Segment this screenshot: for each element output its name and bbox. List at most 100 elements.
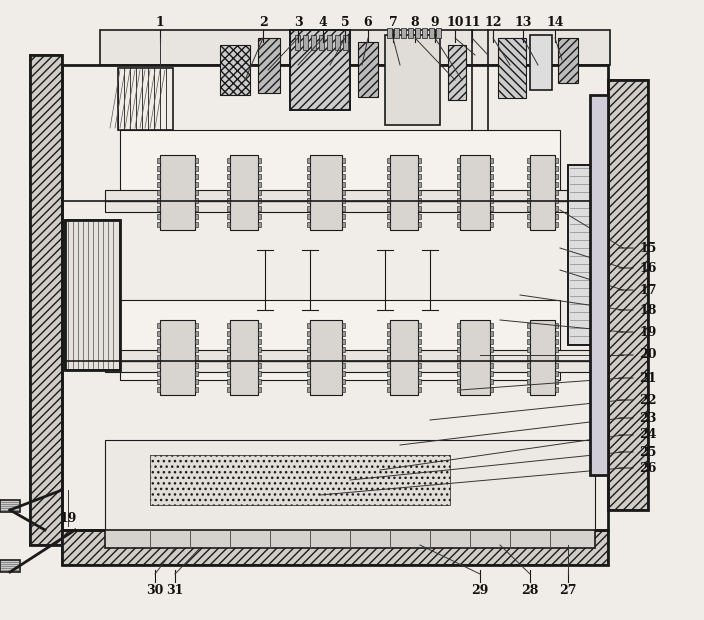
Bar: [307, 166, 310, 171]
Bar: [335, 35, 340, 50]
Bar: [227, 371, 230, 376]
Bar: [195, 339, 198, 344]
Bar: [555, 222, 558, 227]
Text: 1: 1: [156, 16, 164, 29]
Bar: [555, 347, 558, 352]
Bar: [258, 323, 261, 328]
Bar: [157, 363, 160, 368]
Bar: [157, 347, 160, 352]
Bar: [227, 331, 230, 336]
Bar: [310, 320, 342, 395]
Bar: [258, 190, 261, 195]
Bar: [227, 214, 230, 219]
Bar: [195, 387, 198, 392]
Bar: [342, 379, 345, 384]
Bar: [120, 130, 560, 210]
Bar: [195, 166, 198, 171]
Bar: [342, 190, 345, 195]
Bar: [418, 347, 421, 352]
Bar: [418, 355, 421, 360]
Bar: [157, 174, 160, 179]
Bar: [418, 331, 421, 336]
Bar: [527, 174, 530, 179]
Text: 4: 4: [319, 16, 327, 29]
Bar: [418, 214, 421, 219]
Bar: [527, 363, 530, 368]
Bar: [195, 323, 198, 328]
Text: 24: 24: [639, 428, 657, 441]
Bar: [527, 158, 530, 163]
Bar: [195, 355, 198, 360]
Bar: [62, 65, 608, 530]
Bar: [160, 155, 195, 230]
Bar: [457, 214, 460, 219]
Bar: [555, 214, 558, 219]
Bar: [418, 166, 421, 171]
Bar: [457, 182, 460, 187]
Bar: [195, 331, 198, 336]
Bar: [527, 371, 530, 376]
Bar: [258, 379, 261, 384]
Bar: [157, 166, 160, 171]
Bar: [150, 455, 450, 505]
Bar: [490, 214, 493, 219]
Bar: [227, 206, 230, 211]
Bar: [105, 530, 595, 548]
Bar: [65, 220, 120, 370]
Bar: [105, 190, 595, 212]
Text: 21: 21: [639, 371, 657, 384]
Bar: [157, 214, 160, 219]
Bar: [457, 190, 460, 195]
Bar: [342, 371, 345, 376]
Text: 7: 7: [389, 16, 397, 29]
Text: 15: 15: [639, 242, 657, 254]
Bar: [327, 35, 332, 50]
Bar: [390, 155, 418, 230]
Bar: [527, 182, 530, 187]
Bar: [490, 331, 493, 336]
Bar: [418, 198, 421, 203]
Bar: [490, 182, 493, 187]
Bar: [457, 371, 460, 376]
Bar: [307, 174, 310, 179]
Bar: [105, 350, 595, 372]
Bar: [100, 30, 610, 65]
Bar: [490, 174, 493, 179]
Bar: [460, 155, 490, 230]
Bar: [527, 339, 530, 344]
Bar: [342, 355, 345, 360]
Bar: [258, 214, 261, 219]
Bar: [342, 331, 345, 336]
Bar: [527, 387, 530, 392]
Bar: [394, 28, 399, 38]
Bar: [220, 45, 250, 95]
Bar: [342, 182, 345, 187]
Bar: [490, 339, 493, 344]
Bar: [342, 222, 345, 227]
Text: 2: 2: [258, 16, 268, 29]
Bar: [342, 174, 345, 179]
Bar: [387, 206, 390, 211]
Bar: [387, 190, 390, 195]
Bar: [342, 363, 345, 368]
Bar: [307, 379, 310, 384]
Bar: [527, 198, 530, 203]
Bar: [457, 206, 460, 211]
Bar: [568, 165, 608, 345]
Text: 14: 14: [546, 16, 564, 29]
Bar: [387, 347, 390, 352]
Bar: [307, 214, 310, 219]
Bar: [457, 174, 460, 179]
Bar: [490, 355, 493, 360]
Bar: [319, 35, 324, 50]
Bar: [157, 379, 160, 384]
Bar: [342, 158, 345, 163]
Bar: [227, 174, 230, 179]
Bar: [448, 45, 466, 100]
Text: 11: 11: [463, 16, 481, 29]
Bar: [555, 174, 558, 179]
Bar: [258, 371, 261, 376]
Bar: [457, 355, 460, 360]
Text: 23: 23: [639, 412, 657, 425]
Bar: [390, 320, 418, 395]
